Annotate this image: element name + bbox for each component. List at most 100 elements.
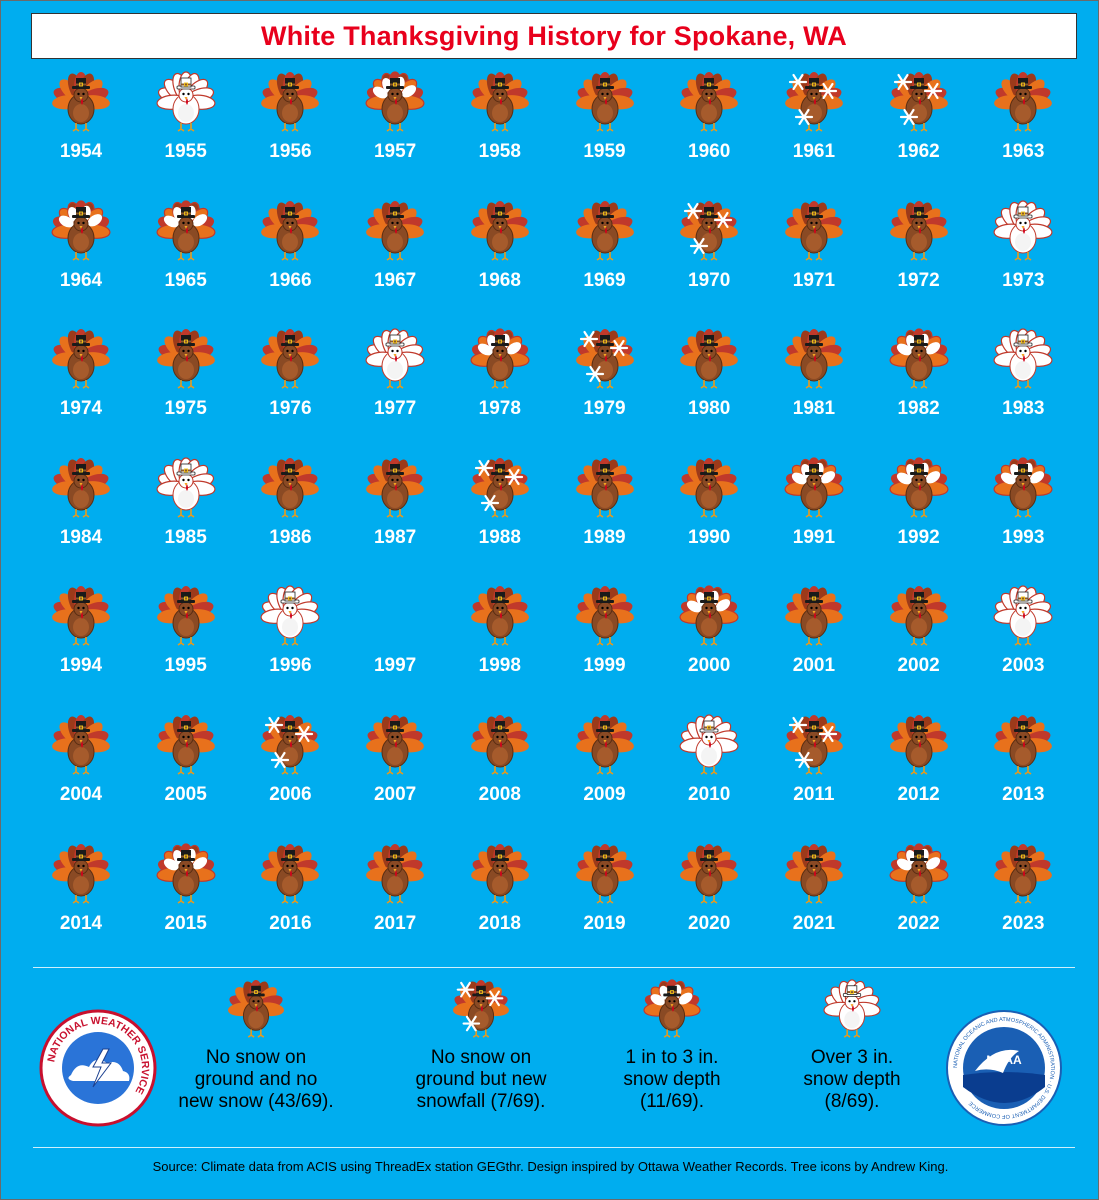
year-label: 2017: [373, 912, 417, 934]
legend-text-line: 1 in to 3 in.: [625, 1047, 719, 1068]
year-cell: 1992: [867, 457, 971, 569]
turkey-deep-snow-icon: [364, 328, 426, 390]
legend-text-line: No snow on: [205, 1047, 307, 1068]
year-label: 1969: [583, 269, 626, 291]
year-cell: 2019: [553, 843, 657, 955]
year-cell: 1991: [762, 457, 866, 569]
turkey-light-snow-icon: [992, 457, 1054, 519]
divider-top: [33, 967, 1075, 968]
turkey-icon: [678, 843, 740, 905]
year-cell: 2017: [343, 843, 447, 955]
year-cell: 1978: [448, 328, 552, 440]
legend-item-none: No snow on ground and no new snow (43/69).: [161, 979, 351, 1113]
year-cell: 1967: [343, 200, 447, 312]
year-label: 1988: [478, 526, 521, 548]
year-cell: 2005: [134, 714, 238, 826]
turkey-snowflakes-icon: [259, 714, 321, 776]
turkey-light-snow-icon: [587, 979, 757, 1039]
year-cell: 1988: [448, 457, 552, 569]
legend-item-light: 1 in to 3 in. snow depth (11/69).: [587, 979, 757, 1113]
year-cell: 1961: [762, 71, 866, 183]
turkey-icon: [783, 328, 845, 390]
turkey-icon: [783, 843, 845, 905]
year-cell: 1998: [448, 585, 552, 697]
year-cell: 2014: [29, 843, 133, 955]
turkey-icon: [469, 843, 531, 905]
turkey-icon: [155, 714, 217, 776]
turkey-icon: [678, 328, 740, 390]
turkey-icon: [678, 71, 740, 133]
year-cell: 1959: [553, 71, 657, 183]
year-cell: 2007: [343, 714, 447, 826]
year-cell: 2000: [657, 585, 761, 697]
year-cell: 2021: [762, 843, 866, 955]
turkey-snowflakes-icon: [469, 457, 531, 519]
turkey-icon: [783, 585, 845, 647]
year-cell: 2004: [29, 714, 133, 826]
year-cell: 1973: [971, 199, 1075, 312]
year-label: 2020: [688, 912, 731, 934]
year-cell: 2011: [762, 714, 866, 826]
year-cell: 2020: [657, 843, 761, 955]
turkey-icon: [364, 714, 426, 776]
year-cell: 1979: [553, 328, 657, 440]
year-cell: 1963: [971, 71, 1075, 183]
year-cell: 1977: [343, 328, 447, 440]
turkey-icon: [992, 843, 1054, 905]
year-label: 1966: [269, 269, 312, 291]
year-label: 2019: [583, 912, 626, 934]
year-label: 1960: [688, 141, 731, 162]
turkey-deep-snow-icon: [678, 714, 740, 776]
year-label: 1975: [164, 398, 207, 420]
year-cell: 2018: [448, 843, 552, 955]
year-label: 1993: [1002, 526, 1045, 548]
turkey-light-snow-icon: [469, 328, 531, 390]
turkey-deep-snow-icon: [259, 585, 321, 647]
year-label: 2022: [897, 912, 940, 934]
year-label: 2023: [1002, 912, 1045, 934]
year-cell: 1971: [762, 200, 866, 312]
year-cell: 2008: [448, 714, 552, 826]
turkey-snowflakes-icon: [888, 71, 950, 133]
year-label: 2009: [583, 784, 626, 805]
year-cell: 2015: [134, 842, 238, 955]
turkey-icon: [364, 200, 426, 262]
turkey-snowflakes-icon: [678, 200, 740, 262]
turkey-icon: [783, 200, 845, 262]
year-label: 1962: [897, 141, 940, 162]
legend-text-line: (8/69).: [824, 1091, 880, 1112]
turkey-deep-snow-icon: [992, 199, 1054, 262]
turkey-icon: [888, 585, 950, 647]
turkey-icon: [161, 979, 351, 1039]
year-cell: 1976: [238, 328, 342, 440]
year-label: 1959: [583, 141, 626, 162]
noaa-logo: NOAA NATIONAL OCEANIC AND ATMOSPHERIC AD…: [946, 1010, 1062, 1126]
year-label: 1994: [59, 655, 103, 677]
year-cell: 1972: [867, 200, 971, 312]
year-label: 1977: [373, 398, 417, 420]
year-cell: 1968: [448, 200, 552, 312]
year-label: 1971: [792, 269, 836, 291]
turkey-icon: [992, 71, 1054, 133]
year-cell: 1956: [238, 71, 342, 183]
year-label: 1989: [583, 526, 626, 548]
turkey-icon: [259, 457, 321, 519]
year-cell: 2009: [553, 714, 657, 826]
turkey-icon: [155, 585, 217, 647]
year-label: 1987: [373, 526, 417, 548]
legend-text-line: snowfall (7/69).: [416, 1091, 546, 1112]
year-cell: 1985: [134, 457, 238, 569]
source-footer: Source: Climate data from ACIS using Thr…: [152, 1159, 949, 1174]
year-cell: 2012: [867, 714, 971, 826]
year-cell: 1995: [134, 585, 238, 697]
year-cell: 2022: [867, 842, 971, 955]
year-cell: 2006: [238, 714, 342, 826]
year-cell: 1981: [762, 328, 866, 440]
year-label: 2001: [792, 655, 836, 677]
year-label: 1979: [583, 398, 626, 420]
turkey-icon: [574, 71, 636, 133]
year-label: 1957: [373, 141, 417, 162]
year-label: 2000: [688, 655, 731, 677]
year-label: 1986: [269, 526, 312, 548]
year-label: 1990: [688, 526, 731, 548]
